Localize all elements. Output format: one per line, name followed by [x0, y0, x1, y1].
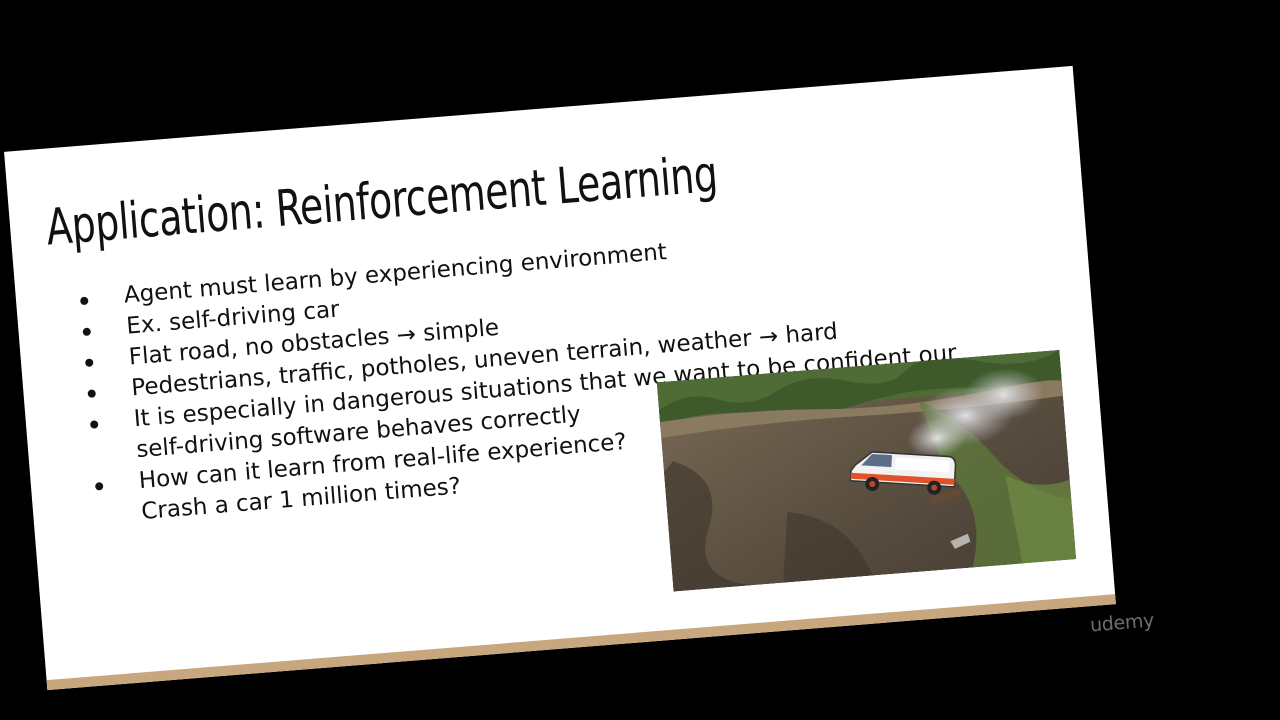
- van-icon: [849, 451, 957, 495]
- van-crashing-off-cliff-photo: [656, 349, 1077, 592]
- bullet-icon: [84, 358, 94, 368]
- bullet-icon: [87, 389, 97, 398]
- udemy-watermark: udemy: [1089, 609, 1155, 637]
- presentation-slide: Application: Reinforcement Learning Agen…: [4, 65, 1116, 691]
- crash-photo-illustration: [656, 349, 1077, 592]
- bullet-icon: [82, 327, 92, 337]
- bullet-icon: [94, 481, 104, 491]
- bullet-icon: [89, 420, 99, 429]
- bullet-icon: [79, 296, 89, 306]
- slide-bottom-band: [46, 594, 1116, 691]
